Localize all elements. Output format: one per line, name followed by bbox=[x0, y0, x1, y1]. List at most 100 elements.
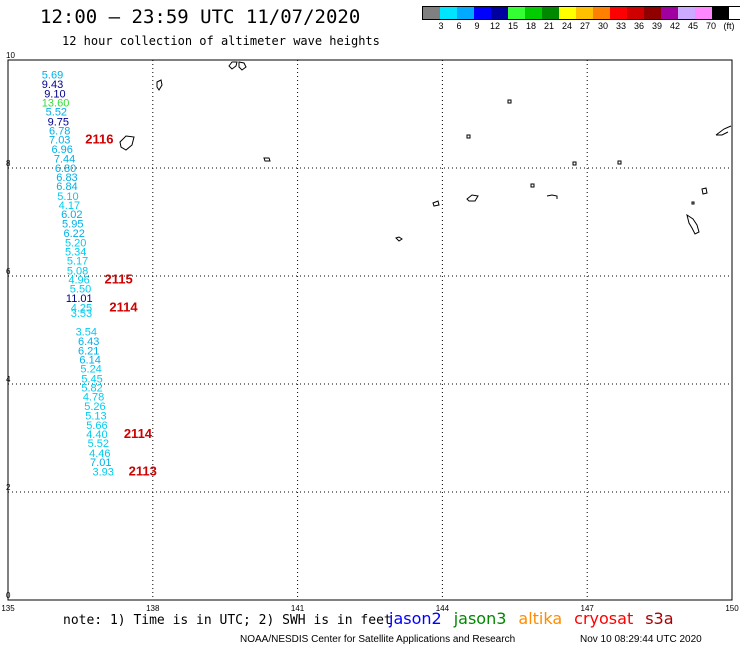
wave-height-value: 6.80 bbox=[55, 163, 76, 175]
wave-height-value: 5.52 bbox=[88, 438, 109, 450]
legend-swatch bbox=[644, 7, 661, 19]
wave-height-value: 5.26 bbox=[84, 401, 105, 413]
wave-height-value: 6.78 bbox=[49, 126, 70, 138]
island-outline bbox=[432, 200, 440, 207]
y-tick-label: 4 bbox=[6, 375, 11, 384]
island-outline bbox=[466, 134, 471, 139]
legend-tick-label: 9 bbox=[474, 21, 480, 31]
wave-height-labels: 5.699.439.1013.605.529.756.787.036.967.4… bbox=[42, 69, 114, 478]
satellite-name: cryosat bbox=[574, 609, 634, 628]
wave-height-value: 6.83 bbox=[56, 172, 77, 184]
island-outline bbox=[466, 194, 479, 202]
legend-swatch bbox=[440, 7, 457, 19]
grid-lines bbox=[8, 60, 732, 600]
wave-height-value: 5.50 bbox=[70, 284, 91, 296]
island-outline bbox=[530, 183, 535, 188]
island-outline bbox=[238, 61, 247, 71]
island-outline bbox=[686, 213, 700, 235]
island-outline bbox=[701, 187, 708, 195]
legend-swatch bbox=[576, 7, 593, 19]
satellite-name: jason2 bbox=[389, 609, 442, 628]
legend-swatch bbox=[559, 7, 576, 19]
wave-height-value: 4.46 bbox=[89, 448, 110, 460]
footer-note: note: 1) Time is in UTC; 2) SWH is in fe… bbox=[63, 613, 392, 628]
legend-swatch bbox=[610, 7, 627, 19]
island-outline bbox=[395, 236, 403, 242]
wave-height-value: 5.52 bbox=[46, 107, 67, 119]
wave-height-value: 11.01 bbox=[66, 293, 93, 305]
island-outline bbox=[572, 161, 577, 166]
legend-swatch bbox=[423, 7, 440, 19]
wave-height-value: 6.22 bbox=[64, 228, 85, 240]
satellite-name: altika bbox=[518, 609, 563, 628]
pass-number: 2114 bbox=[124, 426, 153, 441]
color-legend: 3 6 9 12 15 18 21 24 27 30 33 36 39 42 45 70 (ft) bbox=[422, 6, 740, 34]
wave-height-value: 4.25 bbox=[71, 303, 92, 315]
wave-height-value: 5.95 bbox=[62, 218, 83, 230]
satellite-name: jason3 bbox=[453, 609, 507, 628]
wave-height-value: 5.20 bbox=[65, 237, 86, 249]
legend-swatches bbox=[422, 6, 740, 20]
credit-line: NOAA/NESDIS Center for Satellite Applica… bbox=[240, 634, 516, 645]
wave-height-value: 5.17 bbox=[67, 256, 88, 268]
wave-height-value: 5.24 bbox=[80, 364, 101, 376]
y-tick-label: 8 bbox=[6, 159, 11, 168]
wave-height-value: 5.08 bbox=[67, 265, 88, 277]
generated-timestamp: Nov 10 08:29:44 UTC 2020 bbox=[580, 634, 702, 645]
wave-height-value: 7.03 bbox=[49, 135, 70, 147]
y-tick-label: 10 bbox=[6, 51, 15, 60]
wave-height-value: 6.96 bbox=[51, 144, 72, 156]
legend-swatch bbox=[661, 7, 678, 19]
island-outline bbox=[507, 99, 512, 104]
satellite-name: s3a bbox=[645, 609, 674, 628]
island-outline bbox=[546, 194, 558, 199]
wave-height-value: 5.69 bbox=[42, 69, 63, 81]
island-outline bbox=[228, 61, 238, 70]
map-frame bbox=[7, 59, 733, 601]
pass-number: 2113 bbox=[129, 463, 157, 478]
y-tick-label: 0 bbox=[6, 591, 11, 600]
legend-tick-label: 15 bbox=[507, 21, 519, 31]
pass-number: 2116 bbox=[85, 132, 113, 147]
wave-height-value: 3.53 bbox=[71, 308, 92, 320]
legend-tick-label: 30 bbox=[597, 21, 609, 31]
legend-swatch bbox=[491, 7, 508, 19]
wave-height-value: 5.82 bbox=[81, 383, 102, 395]
pass-number: 2114 bbox=[109, 300, 138, 315]
wave-height-value: 3.54 bbox=[76, 326, 97, 338]
island-outline bbox=[715, 125, 732, 136]
wave-height-value: 7.01 bbox=[90, 457, 111, 469]
x-tick-label: 144 bbox=[436, 604, 450, 613]
x-tick-label: 147 bbox=[581, 604, 595, 613]
island-outline bbox=[617, 160, 622, 165]
legend-tick-label: 70 bbox=[705, 21, 717, 31]
axis-labels: 135 138 141 144 147 150 0 2 4 6 8 10 bbox=[1, 51, 739, 613]
legend-tick-label: 39 bbox=[651, 21, 663, 31]
legend-swatch bbox=[593, 7, 610, 19]
x-tick-label: 135 bbox=[1, 604, 15, 613]
island-outline bbox=[263, 157, 271, 162]
wave-height-value: 9.10 bbox=[44, 88, 65, 100]
x-tick-label: 138 bbox=[146, 604, 160, 613]
x-tick-label: 150 bbox=[725, 604, 739, 613]
wave-height-value: 5.34 bbox=[65, 246, 86, 258]
legend-tick-label: 18 bbox=[525, 21, 537, 31]
legend-tick-label: 45 bbox=[687, 21, 699, 31]
legend-tick-label: 24 bbox=[561, 21, 573, 31]
wave-height-value: 5.10 bbox=[57, 191, 78, 203]
island-outline bbox=[119, 135, 135, 151]
island-outlines bbox=[119, 61, 732, 242]
legend-tick-label: 42 bbox=[669, 21, 681, 31]
wave-height-value: 4.96 bbox=[68, 275, 89, 287]
wave-height-value: 6.02 bbox=[61, 209, 82, 221]
legend-swatch bbox=[525, 7, 542, 19]
satellite-legend: jason2 jason3 altika cryosat s3a bbox=[389, 609, 674, 628]
page-subtitle: 12 hour collection of altimeter wave hei… bbox=[62, 34, 380, 48]
legend-tick-label: 33 bbox=[615, 21, 627, 31]
wave-height-value: 6.21 bbox=[78, 345, 99, 357]
pass-number: 2115 bbox=[105, 272, 133, 287]
legend-swatch bbox=[474, 7, 491, 19]
legend-tick-label: 36 bbox=[633, 21, 645, 31]
wave-height-value: 5.45 bbox=[81, 373, 102, 385]
